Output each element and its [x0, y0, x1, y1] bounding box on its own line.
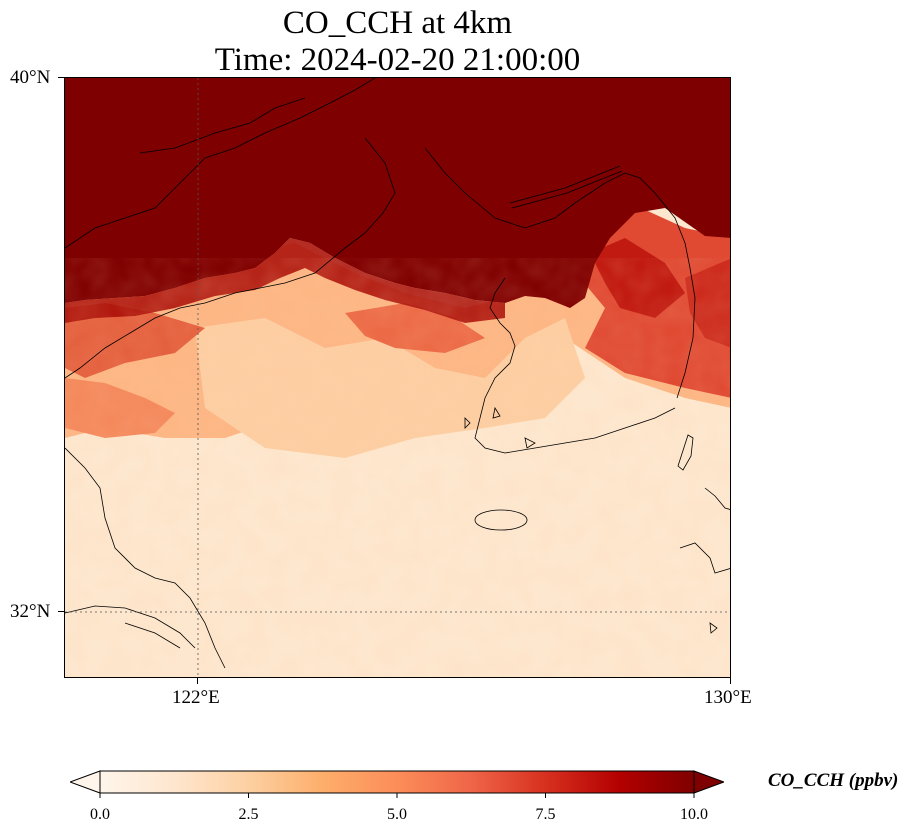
- map-canvas: [65, 78, 730, 677]
- map-subtitle-time: Time: 2024-02-20 21:00:00: [214, 42, 581, 78]
- map-title: CO_CCH at 4km: [282, 5, 513, 41]
- lon-label-130e: 130°E: [704, 687, 752, 708]
- colorbar-tick-label: 2.5: [238, 806, 259, 823]
- colorbar-tick-label: 10.0: [680, 806, 708, 823]
- colorbar-tick-label: 5.0: [387, 806, 407, 823]
- lon-tick-122e: [197, 678, 198, 684]
- lat-tick-32n: [58, 611, 64, 612]
- field-texture: [65, 258, 730, 677]
- lat-label-32n: 32°N: [10, 601, 51, 622]
- graticule: [65, 78, 730, 677]
- colorbar-tick-label: 7.5: [535, 806, 556, 823]
- colorbar-tick-label: 0.0: [90, 806, 110, 823]
- field-saturated-region: [65, 78, 730, 308]
- coastlines: [65, 78, 730, 669]
- lon-tick-130e: [730, 678, 731, 684]
- lon-label-122e: 122°E: [172, 687, 220, 708]
- colorbar-extend-min: [70, 770, 101, 794]
- colorbar: [70, 770, 724, 798]
- colorbar-extend-max: [693, 770, 724, 794]
- map-panel: [64, 77, 731, 678]
- colorbar-title: CO_CCH (ppbv): [768, 770, 899, 791]
- lat-tick-40n: [58, 77, 64, 78]
- colorbar-body: [99, 770, 695, 794]
- lat-label-40n: 40°N: [10, 67, 51, 88]
